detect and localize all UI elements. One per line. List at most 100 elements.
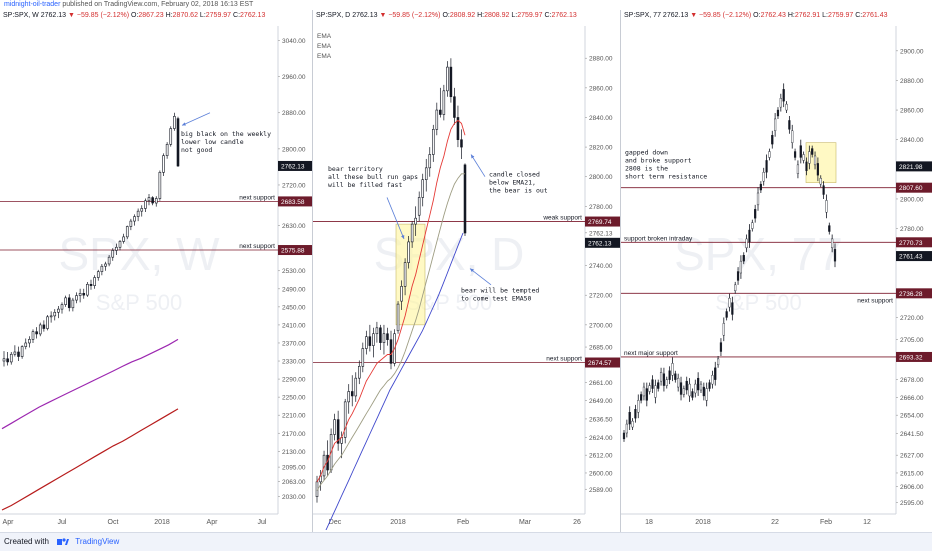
candle[interactable] bbox=[442, 90, 446, 115]
candle[interactable] bbox=[745, 238, 748, 249]
candle[interactable] bbox=[825, 200, 828, 213]
candle[interactable] bbox=[453, 96, 456, 118]
candle[interactable] bbox=[813, 155, 817, 166]
candle[interactable] bbox=[625, 423, 628, 434]
panel-divider[interactable] bbox=[312, 10, 313, 532]
candle[interactable] bbox=[358, 366, 361, 379]
candle[interactable] bbox=[805, 161, 808, 171]
candle[interactable] bbox=[637, 400, 640, 413]
candle[interactable] bbox=[791, 130, 794, 143]
intraday-chart-svg[interactable]: SPX, 77 S&P 500 2900.00 2880.00 2860.00 2840.… bbox=[621, 10, 932, 530]
candle[interactable] bbox=[71, 299, 75, 309]
candle[interactable] bbox=[714, 367, 717, 380]
candle[interactable] bbox=[49, 315, 53, 318]
candle[interactable] bbox=[144, 200, 147, 209]
candle[interactable] bbox=[20, 346, 24, 357]
candle[interactable] bbox=[771, 135, 774, 145]
candle[interactable] bbox=[361, 348, 365, 367]
candle[interactable] bbox=[122, 236, 125, 242]
candle[interactable] bbox=[439, 109, 442, 115]
annotation-arrow[interactable] bbox=[470, 154, 486, 177]
candle[interactable] bbox=[796, 164, 800, 174]
candle[interactable] bbox=[424, 167, 428, 180]
candle[interactable] bbox=[645, 388, 648, 401]
panel-divider[interactable] bbox=[620, 10, 621, 532]
candle[interactable] bbox=[162, 155, 165, 173]
gap-highlight-box[interactable] bbox=[395, 223, 426, 326]
candle[interactable] bbox=[333, 419, 336, 435]
candle[interactable] bbox=[354, 377, 358, 397]
candle[interactable] bbox=[428, 154, 432, 169]
candle[interactable] bbox=[734, 284, 737, 291]
candle[interactable] bbox=[665, 379, 668, 386]
candle[interactable] bbox=[111, 250, 115, 258]
candle[interactable] bbox=[674, 373, 677, 380]
candle[interactable] bbox=[828, 225, 831, 232]
candle[interactable] bbox=[819, 177, 822, 185]
candle[interactable] bbox=[154, 198, 158, 204]
candle[interactable] bbox=[158, 172, 162, 199]
intraday-chart-panel[interactable]: SPX, 77 S&P 500 2900.00 2880.00 2860.00 2840.… bbox=[621, 10, 932, 530]
candle[interactable] bbox=[659, 372, 663, 382]
candle[interactable] bbox=[699, 383, 703, 391]
candle[interactable] bbox=[147, 197, 151, 202]
candle[interactable] bbox=[31, 331, 35, 340]
candle[interactable] bbox=[762, 172, 765, 182]
candle[interactable] bbox=[2, 358, 6, 362]
candle[interactable] bbox=[640, 394, 643, 401]
candle[interactable] bbox=[365, 336, 368, 349]
candle[interactable] bbox=[414, 217, 417, 225]
candle[interactable] bbox=[662, 373, 666, 386]
candle[interactable] bbox=[731, 302, 734, 315]
candle[interactable] bbox=[719, 342, 723, 352]
candle[interactable] bbox=[697, 377, 700, 391]
candle[interactable] bbox=[631, 420, 634, 428]
candle[interactable] bbox=[75, 295, 78, 301]
candle[interactable] bbox=[793, 151, 797, 158]
candle[interactable] bbox=[716, 358, 720, 366]
candle[interactable] bbox=[28, 339, 31, 344]
candle[interactable] bbox=[60, 304, 64, 310]
candle[interactable] bbox=[136, 210, 140, 217]
candle[interactable] bbox=[13, 351, 17, 355]
candle[interactable] bbox=[46, 316, 49, 329]
candle[interactable] bbox=[776, 109, 780, 117]
candle[interactable] bbox=[129, 220, 133, 227]
candle[interactable] bbox=[446, 66, 449, 92]
tradingview-brand-link[interactable]: TradingView bbox=[75, 537, 120, 546]
candle[interactable] bbox=[133, 216, 136, 222]
candle[interactable] bbox=[104, 263, 107, 267]
candle[interactable] bbox=[679, 382, 683, 395]
candle[interactable] bbox=[691, 391, 694, 398]
candle[interactable] bbox=[173, 116, 176, 129]
candle[interactable] bbox=[421, 179, 424, 198]
candle[interactable] bbox=[53, 311, 57, 317]
candle[interactable] bbox=[96, 271, 100, 278]
candle[interactable] bbox=[24, 342, 28, 347]
candle[interactable] bbox=[396, 303, 400, 332]
candle[interactable] bbox=[808, 151, 811, 164]
candle[interactable] bbox=[386, 333, 389, 340]
author-link[interactable]: midnight-oil-trader bbox=[4, 1, 61, 8]
candle[interactable] bbox=[118, 241, 122, 248]
candle[interactable] bbox=[628, 412, 631, 425]
candle[interactable] bbox=[654, 385, 657, 398]
candle[interactable] bbox=[811, 148, 814, 155]
candle[interactable] bbox=[35, 331, 38, 335]
candle[interactable] bbox=[78, 293, 82, 296]
candle[interactable] bbox=[748, 229, 751, 243]
candle[interactable] bbox=[57, 308, 60, 313]
candle[interactable] bbox=[435, 109, 439, 130]
candle[interactable] bbox=[651, 379, 654, 389]
candle[interactable] bbox=[403, 262, 407, 287]
candle[interactable] bbox=[765, 160, 768, 173]
candle[interactable] bbox=[350, 391, 354, 397]
candle[interactable] bbox=[89, 283, 93, 286]
candle[interactable] bbox=[622, 432, 626, 440]
weekly-chart-svg[interactable]: SPX, W S&P 500 3040.00 2960.00 2880.00 2800.0… bbox=[0, 10, 312, 530]
candle[interactable] bbox=[463, 164, 467, 234]
candle[interactable] bbox=[389, 339, 393, 364]
candle[interactable] bbox=[107, 256, 111, 265]
candle[interactable] bbox=[379, 327, 382, 343]
candle[interactable] bbox=[774, 118, 777, 131]
